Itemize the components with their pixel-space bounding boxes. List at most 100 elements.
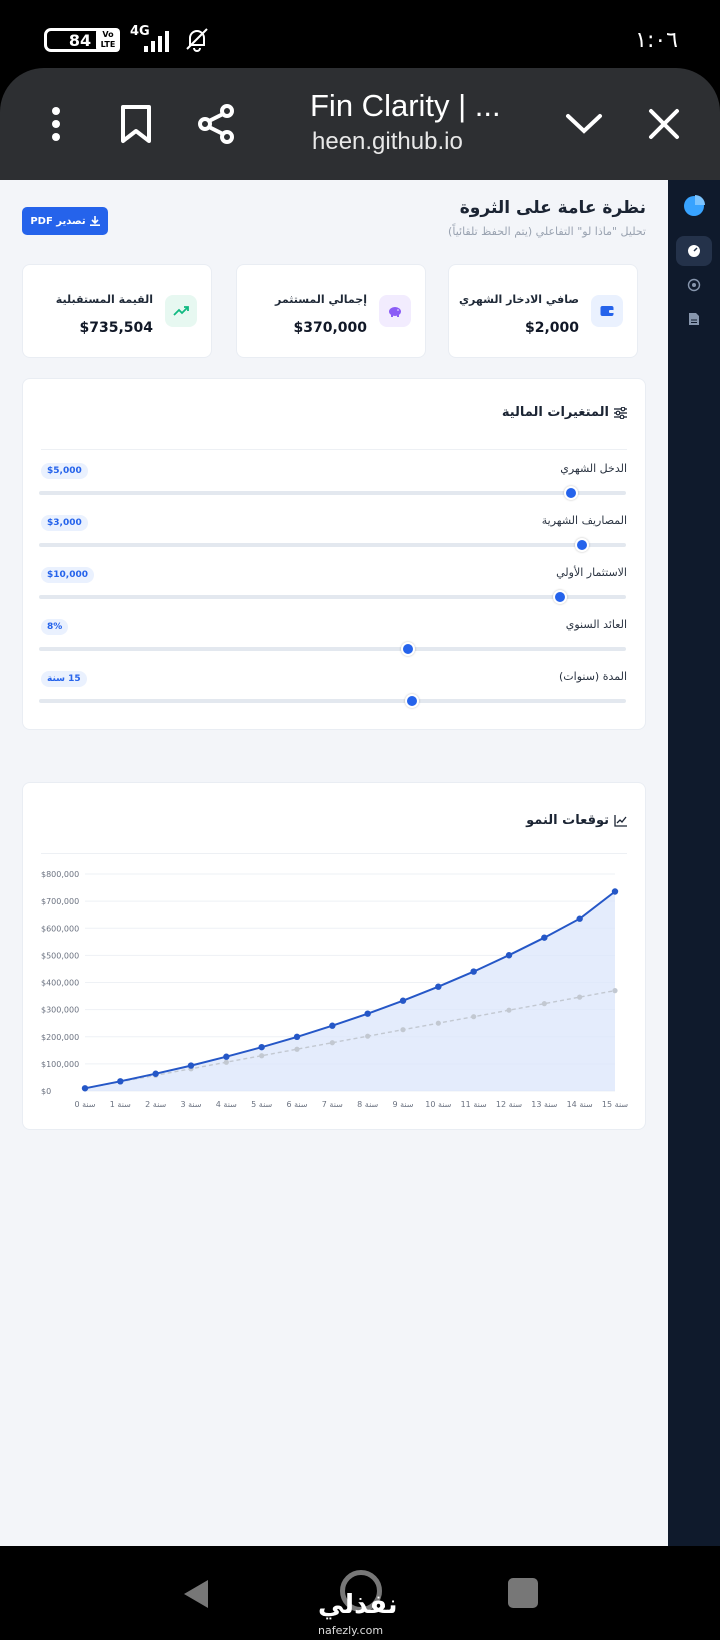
data-point: [435, 983, 442, 990]
clock: ١:٠٦: [635, 28, 678, 53]
variable-label-duration: المدة (سنوات): [558, 670, 627, 683]
x-tick-label: سنة 0: [74, 1100, 95, 1109]
download-icon: [89, 216, 100, 226]
x-tick-label: سنة 11: [461, 1100, 487, 1109]
growth-forecast-card: توقعات النمو $0 $100,000 $200,000 $300,000 $…: [22, 782, 646, 1130]
y-tick-label: $800,000: [41, 870, 79, 879]
slider-annual-return[interactable]: [39, 642, 626, 656]
pie-chart-logo-icon: [684, 195, 705, 216]
x-tick-label: سنة 2: [145, 1100, 166, 1109]
x-tick-label: سنة 12: [496, 1100, 522, 1109]
export-pdf-button[interactable]: تصدير PDF: [22, 207, 108, 235]
data-point: [329, 1040, 335, 1046]
home-nav-icon[interactable]: [340, 1570, 382, 1612]
x-tick-label: سنة 6: [286, 1100, 307, 1109]
sidebar-item-dashboard[interactable]: [676, 236, 712, 266]
divider: [41, 853, 627, 854]
slider-knob[interactable]: [574, 538, 589, 552]
stat-value: $735,504: [79, 320, 153, 336]
variable-value-annual-return: 8%: [41, 619, 69, 635]
data-point: [329, 1022, 336, 1029]
stat-label: صافي الادخار الشهري: [458, 293, 579, 306]
target-icon: [687, 278, 701, 292]
bookmark-icon[interactable]: [110, 98, 162, 150]
watermark-url: nafezly.com: [318, 1624, 384, 1637]
more-menu-icon[interactable]: [30, 98, 82, 150]
data-point: [435, 1020, 441, 1026]
data-point: [611, 888, 619, 895]
series-area: [85, 891, 615, 1091]
wallet-icon: [591, 295, 623, 327]
variable-label-expenses: المصاريف الشهرية: [541, 514, 627, 527]
line-chart-icon: [614, 814, 627, 827]
section-title-text: المتغيرات المالية: [501, 405, 609, 420]
data-point: [505, 952, 513, 959]
status-bar: 84 Vo LTE 4G ١:٠٦: [0, 0, 720, 72]
sidebar-item-goals[interactable]: [676, 270, 712, 300]
slider-knob[interactable]: [553, 590, 568, 604]
slider-initial-investment[interactable]: [39, 590, 626, 604]
x-tick-label: سنة 10: [425, 1100, 451, 1109]
volte-icon: Vo LTE: [96, 28, 120, 52]
x-tick-label: سنة 7: [322, 1100, 343, 1109]
variable-label-income: الدخل الشهري: [560, 462, 627, 475]
chevron-down-icon[interactable]: [558, 98, 610, 150]
y-tick-label: $600,000: [41, 924, 79, 933]
page-subtitle: تحليل "ماذا لو" التفاعلي (يتم الحفظ تلقا…: [448, 225, 646, 238]
close-icon[interactable]: [638, 98, 690, 150]
x-tick-label: سنة 4: [216, 1100, 237, 1109]
x-tick-label: سنة 14: [567, 1100, 593, 1109]
stat-label: القيمة المستقبلية: [55, 293, 153, 306]
y-tick-label: $500,000: [41, 951, 79, 960]
data-point: [223, 1059, 229, 1065]
data-point: [294, 1046, 300, 1052]
y-tick-label: $0: [41, 1087, 51, 1096]
share-icon[interactable]: [190, 98, 242, 150]
x-tick-label: سنة 8: [357, 1100, 378, 1109]
y-tick-label: $200,000: [41, 1033, 79, 1042]
data-point: [117, 1078, 124, 1085]
sliders-icon: [614, 406, 627, 419]
bell-off-icon: [186, 28, 208, 52]
slider-income[interactable]: [39, 486, 626, 500]
slider-duration[interactable]: [39, 694, 626, 708]
series-line-invested: [84, 989, 616, 1089]
back-nav-icon[interactable]: [182, 1578, 210, 1610]
navigation-bar: نفذلي nafezly.com: [0, 1546, 720, 1640]
recent-apps-icon[interactable]: [508, 1578, 538, 1608]
slider-expenses[interactable]: [39, 538, 626, 552]
x-tick-label: سنة 9: [392, 1100, 413, 1109]
sidebar: [668, 180, 720, 1546]
data-point: [187, 1062, 195, 1069]
slider-knob[interactable]: [400, 642, 415, 656]
divider: [41, 449, 627, 450]
variable-label-annual-return: العائد السنوي: [565, 618, 627, 631]
growth-chart: $0 $100,000 $200,000 $300,000 $400,000 $500,0…: [41, 870, 628, 1109]
piggy-bank-icon: [379, 295, 411, 327]
section-title: المتغيرات المالية: [502, 405, 627, 420]
data-point: [223, 1053, 230, 1060]
financial-variables-card: المتغيرات المالية الدخل الشهري $5,000 ال…: [22, 378, 646, 730]
file-icon: [689, 313, 699, 325]
stat-card-net-savings: صافي الادخار الشهري $2,000: [448, 264, 638, 358]
data-point: [471, 1014, 477, 1020]
stat-value: $370,000: [293, 320, 367, 336]
slider-knob[interactable]: [404, 694, 419, 708]
y-tick-label: $400,000: [41, 979, 79, 988]
dashboard-page: نظرة عامة على الثروة تحليل "ماذا لو" الت…: [0, 180, 668, 1546]
stat-label: إجمالي المستثمر: [275, 293, 367, 306]
data-point: [400, 1027, 406, 1033]
section-title-text: توقعات النمو: [526, 813, 609, 828]
slider-knob[interactable]: [564, 486, 579, 500]
sidebar-item-reports[interactable]: [676, 304, 712, 334]
data-point: [399, 997, 407, 1004]
data-point: [612, 988, 618, 994]
x-tick-label: سنة 15: [602, 1100, 628, 1109]
url-text[interactable]: heen.github.io: [312, 128, 463, 155]
page-tab-title: Fin Clarity | ...: [310, 88, 501, 123]
data-point: [152, 1070, 159, 1077]
y-tick-label: $300,000: [41, 1006, 79, 1015]
data-point: [258, 1043, 265, 1051]
data-point: [365, 1033, 371, 1039]
data-point: [541, 934, 548, 941]
